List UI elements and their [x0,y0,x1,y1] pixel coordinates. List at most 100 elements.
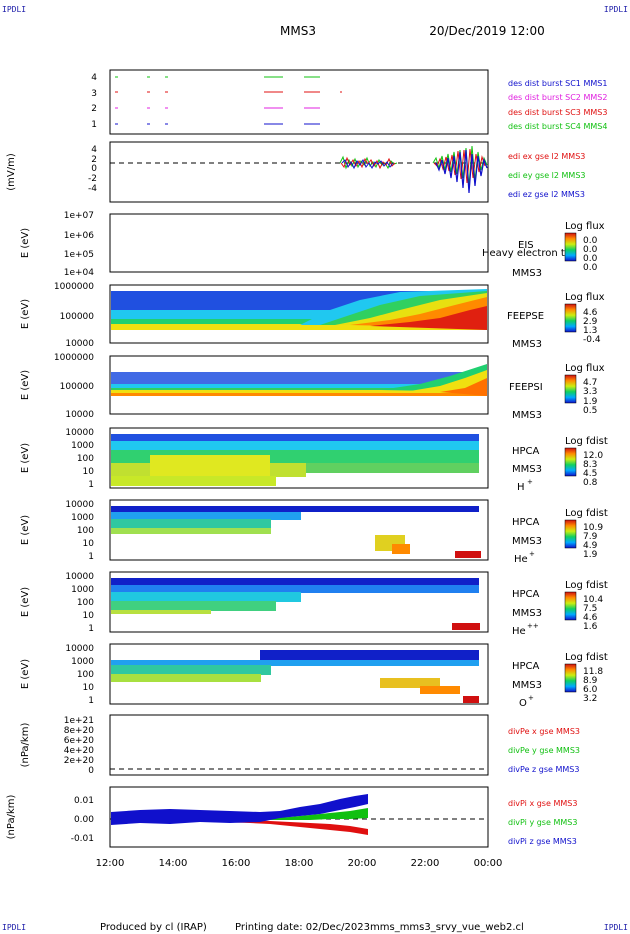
y-tick-label: 10000 [65,339,94,349]
colorbar-tick: 8.3 [583,460,597,470]
header-spacecraft: MMS3 [280,24,316,38]
y-tick-label: 1 [88,552,94,562]
species-label: He [514,554,528,565]
colorbar [564,303,577,333]
y-tick-label: 100 [77,598,94,608]
x-tick-label: 12:00 [96,858,125,869]
y-tick-label: 10 [83,683,95,693]
legend-entry: des dist burst SC1 MMS1 [508,79,607,88]
edi-ex-trace [433,148,486,184]
y-tick-label: 100000 [60,382,95,392]
y-tick-label: 1e+06 [64,231,95,241]
y-tick-label: 0 [91,164,97,174]
legend-entry: divPe z gse MMS3 [508,765,579,774]
spacecraft-label: MMS3 [512,464,542,475]
spectrogram-band [306,463,479,473]
footer-printing-date: Printing date: 02/Dec/2023 [235,922,370,933]
spectrogram-band [111,393,487,396]
y-tick-label: 1000000 [54,353,94,363]
spectrogram-band [111,441,479,451]
legend-entry: edi ex gse l2 MMS3 [508,152,585,161]
y-tick-label: 1e+21 [64,716,94,726]
panel-frame [109,213,489,273]
corner-tag-bottom-right: IPDLI [603,923,628,932]
edi-ey-trace [432,145,488,187]
colorbar-tick: 0.0 [583,263,598,273]
colorbar-tick: 0.0 [583,236,598,246]
panel-burst-availability: 4 3 2 1 des dist burst SC1 [91,69,607,135]
y-axis-label: E (eV) [20,659,31,689]
spectrogram-band [111,528,271,534]
legend-entry: edi ez gse l2 MMS3 [508,190,585,199]
y-axis-label: E (eV) [20,299,31,329]
y-tick-label: 10 [83,467,95,477]
spectrogram-band [111,660,479,666]
panel-frame [109,69,489,135]
colorbar-title: Log flux [565,221,605,232]
y-tick-label: 0 [88,766,94,776]
y-tick-label: 1000 [71,657,94,667]
colorbar-tick: 4.6 [583,613,598,623]
instrument-label: FEEPSI [509,382,543,393]
y-tick-label: 10000 [65,410,94,420]
x-tick-label: 16:00 [222,858,251,869]
panel-eis-spectrogram: E (eV) 1e+07 1e+06 1e+05 1e+04 EIS Heavy… [20,211,605,279]
y-axis-label: E (eV) [20,515,31,545]
colorbar [564,663,577,693]
spectrogram-band [111,390,487,393]
colorbar-tick: 10.4 [583,595,603,605]
spectrogram-band [111,384,487,388]
spectrogram-band [111,310,487,320]
instrument-label: HPCA [512,517,540,528]
spectrogram-band [260,650,479,660]
corner-tag-top-left: IPDLI [2,5,27,14]
spectrogram-band [420,686,460,694]
species-charge: + [527,478,533,486]
spacecraft-label: MMS3 [512,339,542,350]
colorbar-tick: 0.0 [583,245,598,255]
spectrogram-band [111,319,487,325]
panel-frame [109,714,489,776]
y-axis-label: E (eV) [20,443,31,473]
colorbar [564,232,577,262]
colorbar-tick: 1.9 [583,397,598,407]
colorbar-title: Log fdist [565,508,608,519]
legend-entry: divPi z gse MMS3 [508,837,577,846]
colorbar-tick: 6.0 [583,685,598,695]
y-tick-label: 2 [91,155,97,165]
spectrogram-band [111,665,271,675]
y-tick-label: 10000 [65,644,94,654]
corner-tag-top-right: IPDLI [603,5,628,14]
panel-frame [109,141,489,203]
panel-feeps-electron-spectrogram: E (eV) 1000000 100000 10000 FEEPSE MMS3 … [20,282,605,350]
x-axis: 12:00 14:00 16:00 18:00 20:00 22:00 00:0… [96,858,503,869]
panel-edi-electric-field: (mV/m) 4 2 0 -2 -4 edi ex gse l2 MMS3 ed… [6,141,586,203]
spectrogram-band [111,578,479,586]
footer-filename: mms_mms3_srvy_vue_web2.cl [370,922,524,933]
y-tick-label: 10 [83,611,95,621]
colorbar-title: Log fdist [565,580,608,591]
y-tick-label: 4 [91,145,97,155]
y-tick-label: 1 [88,696,94,706]
spectrogram-band [111,610,211,614]
instrument-label: FEEPSE [507,311,544,322]
colorbar [564,374,577,404]
y-tick-label: 1000 [71,585,94,595]
spectrogram-band [111,506,479,512]
spectrogram-band [111,585,479,593]
legend-entry: divPe y gse MMS3 [508,746,580,755]
species-charge: ++ [527,622,539,630]
colorbar-tick: -0.4 [583,335,601,345]
y-tick-label: 100 [77,454,94,464]
colorbar-tick: 4.7 [583,378,597,388]
footer-produced-by: Produced by cl (IRAP) [100,922,207,933]
y-tick-label: -0.01 [71,834,94,844]
colorbar-title: Log flux [565,292,605,303]
y-tick-label: 10000 [65,428,94,438]
x-tick-label: 00:00 [474,858,503,869]
y-axis-label: (nPa/km) [6,795,17,840]
colorbar-tick: 1.3 [583,326,597,336]
y-tick-label: 0.00 [74,815,94,825]
legend-entry: edi ey gse l2 MMS3 [508,171,586,180]
edi-ey-trace [339,155,398,170]
